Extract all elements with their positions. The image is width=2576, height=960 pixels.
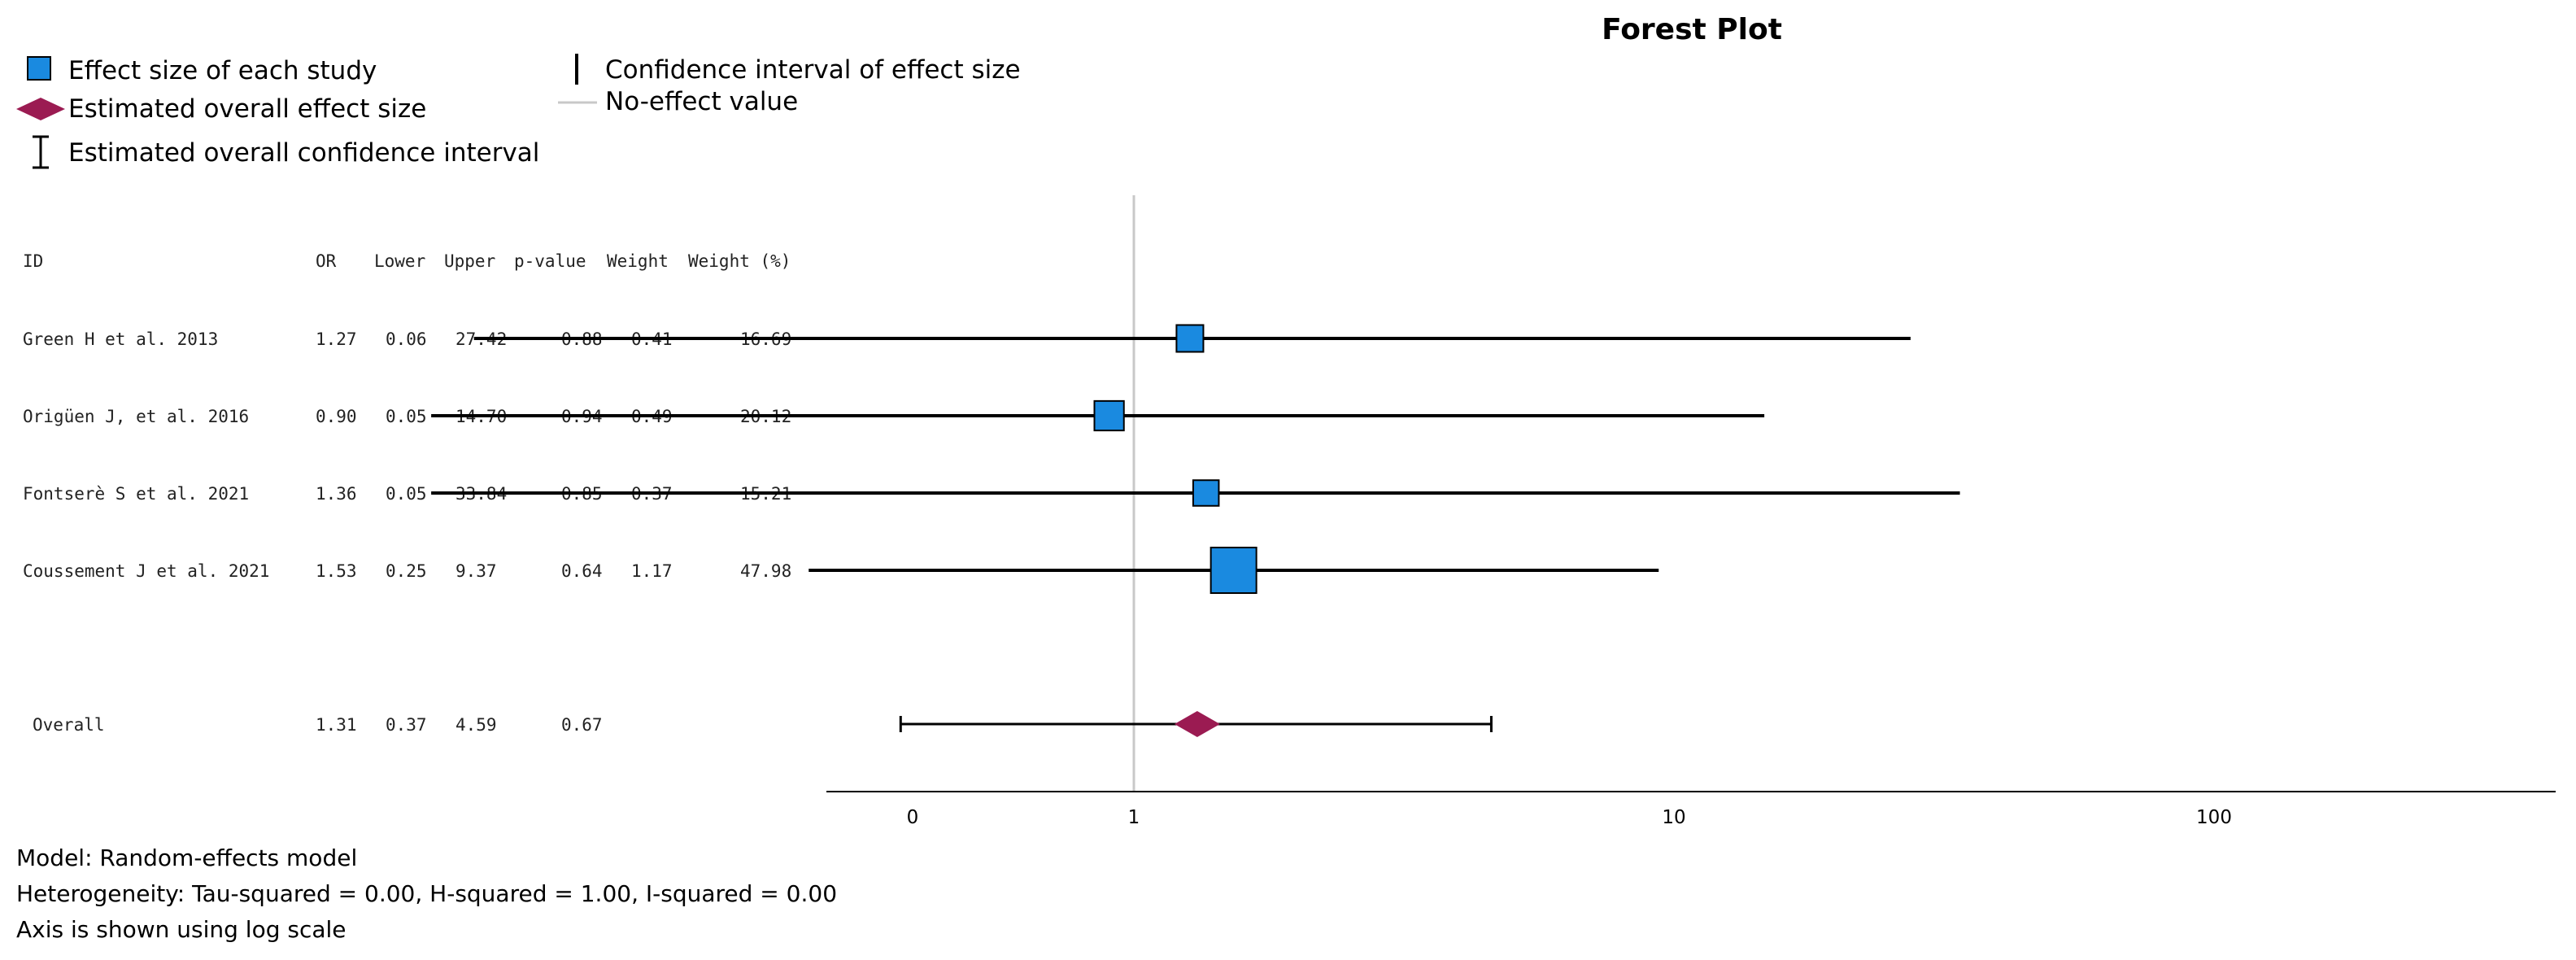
legend-overall-ci: Estimated overall confidence interval <box>68 138 539 168</box>
col-pvalue: p-value <box>514 251 586 271</box>
study-3-cell-0: Coussement J et al. 2021 <box>23 561 269 581</box>
legend-overall-ci-icon <box>33 135 49 169</box>
plot-area: 0 1 10 100 <box>431 195 2556 828</box>
legend: Effect size of each study Estimated over… <box>16 54 1021 169</box>
legend-study-marker <box>27 56 51 81</box>
study-2-cell-0: Fontserè S et al. 2021 <box>23 484 249 504</box>
study-effect-marker <box>1192 479 1220 507</box>
study-effect-marker <box>1210 547 1257 594</box>
chart-title: Forest Plot <box>1602 13 1782 46</box>
footer-axis-note: Axis is shown using log scale <box>16 916 347 943</box>
col-upper: Upper <box>444 251 495 271</box>
table-rows: Green H et al. 20131.270.0627.420.880.41… <box>23 329 791 735</box>
study-0-cell-0: Green H et al. 2013 <box>23 329 218 349</box>
x-tick-label: 0 <box>907 807 919 828</box>
footer-model: Model: Random-effects model <box>16 844 357 871</box>
legend-overall-diamond <box>16 98 65 120</box>
footer-heterogeneity: Heterogeneity: Tau-squared = 0.00, H-squ… <box>16 880 837 907</box>
col-lower: Lower <box>374 251 425 271</box>
overall-cell-3: 4.59 <box>455 715 497 735</box>
x-tick-label: 1 <box>1128 807 1140 828</box>
x-tick-label: 10 <box>1662 807 1685 828</box>
col-weight-pct: Weight (%) <box>688 251 791 271</box>
study-3-cell-4: 0.64 <box>561 561 603 581</box>
legend-study-ci: Confidence interval of effect size <box>605 55 1021 85</box>
study-effect-marker <box>1093 399 1125 432</box>
study-0-cell-1: 1.27 <box>316 329 357 349</box>
study-3-cell-3: 9.37 <box>455 561 497 581</box>
study-effect-marker <box>1175 324 1205 353</box>
col-weight: Weight <box>607 251 669 271</box>
study-3-cell-2: 0.25 <box>386 561 427 581</box>
study-3-cell-1: 1.53 <box>316 561 357 581</box>
overall-effect-diamond <box>1174 711 1220 737</box>
table-header: ID OR Lower Upper p-value Weight Weight … <box>23 251 791 271</box>
study-3-cell-6: 47.98 <box>740 561 791 581</box>
overall-cell-2: 0.37 <box>386 715 427 735</box>
overall-label: Overall <box>33 715 105 735</box>
overall-cell-1: 1.31 <box>316 715 357 735</box>
col-id: ID <box>23 251 43 271</box>
study-2-cell-1: 1.36 <box>316 484 357 504</box>
col-or: OR <box>316 251 337 271</box>
x-tick-label: 100 <box>2196 807 2232 828</box>
study-3-cell-5: 1.17 <box>631 561 673 581</box>
study-0-cell-2: 0.06 <box>386 329 427 349</box>
study-2-cell-2: 0.05 <box>386 484 427 504</box>
legend-study-effect: Effect size of each study <box>68 56 377 85</box>
study-1-cell-0: Origüen J, et al. 2016 <box>23 407 249 426</box>
overall-cell-4: 0.67 <box>561 715 603 735</box>
legend-no-effect: No-effect value <box>605 87 798 116</box>
legend-overall-effect: Estimated overall effect size <box>68 94 426 124</box>
study-1-cell-2: 0.05 <box>386 407 427 426</box>
study-1-cell-1: 0.90 <box>316 407 357 426</box>
